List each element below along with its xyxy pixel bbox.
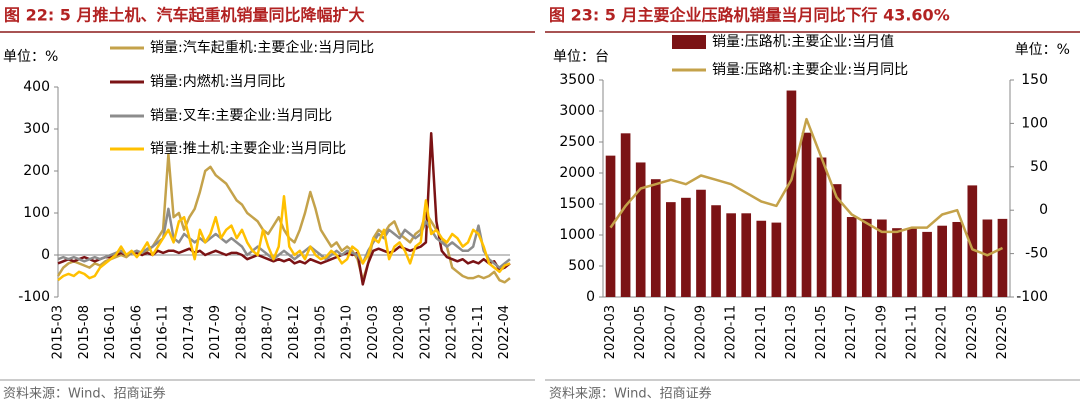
bar (726, 213, 736, 297)
y-tick-label: 500 (568, 258, 595, 274)
y-tick-label: 1500 (559, 196, 595, 212)
y2-tick-label: 150 (1021, 72, 1048, 88)
legend-swatch (672, 35, 706, 49)
bar (696, 189, 706, 297)
x-tick-label: 2020-08 (392, 305, 407, 359)
y2-tick-label: 50 (1030, 159, 1048, 175)
x-tick-label: 2015-08 (77, 305, 92, 359)
unit-label: 单位：台 (553, 49, 609, 65)
chart-title: 图 22: 5 月推土机、汽车起重机销量同比降幅扩大 (4, 6, 365, 25)
legend-label: 销量:压路机:主要企业:当月值 (712, 33, 894, 50)
series-line (57, 194, 511, 282)
legend-label: 销量:推土机:主要企业:当月同比 (150, 140, 346, 157)
x-tick-label: 2018-12 (287, 305, 302, 359)
bar (666, 202, 676, 297)
bar (681, 197, 691, 297)
y-tick-label: 400 (23, 79, 50, 95)
bar (982, 219, 993, 297)
bar (620, 133, 631, 297)
y2-tick-label: -100 (1016, 289, 1048, 305)
y-tick-label: 200 (23, 163, 50, 179)
y-tick-label: 100 (23, 205, 50, 221)
bar (907, 228, 917, 297)
legend-label: 销量:内燃机:当月同比 (150, 73, 285, 90)
y-tick-label: 0 (41, 247, 50, 263)
x-tick-label: 2018-02 (234, 305, 249, 359)
x-tick-label: 2016-01 (103, 305, 118, 359)
bar (937, 225, 947, 297)
x-tick-label: 2021-01 (418, 305, 433, 359)
x-tick-label: 2020-03 (603, 305, 618, 359)
bar (952, 221, 963, 297)
x-tick-label: 2020-11 (724, 305, 739, 359)
x-tick-label: 2019-05 (313, 305, 328, 359)
bar (650, 179, 661, 297)
bar (756, 220, 767, 297)
y2-tick-label: 0 (1039, 202, 1048, 218)
y-tick-label: -100 (18, 289, 50, 305)
chart-title: 图 23: 5 月主要企业压路机销量当月同比下行 43.60% (549, 6, 950, 25)
bar (711, 205, 721, 297)
y-tick-label: 2500 (559, 134, 595, 150)
x-tick-label: 2021-01 (754, 305, 769, 359)
x-tick-label: 2021-03 (784, 305, 799, 359)
x-tick-label: 2021-05 (814, 305, 829, 359)
x-tick-label: 2015-03 (51, 305, 66, 359)
x-tick-label: 2019-10 (340, 305, 355, 359)
x-tick-label: 2022-05 (995, 305, 1010, 359)
y-tick-label: 3000 (559, 103, 595, 119)
bar (741, 213, 752, 297)
x-tick-label: 2021-11 (905, 305, 920, 359)
x-tick-label: 2020-07 (663, 305, 678, 359)
x-tick-label: 2022-04 (497, 305, 512, 359)
legend-label: 销量:汽车起重机:主要企业:当月同比 (150, 39, 374, 56)
bar (801, 132, 812, 297)
y2-tick-label: 100 (1021, 115, 1048, 131)
bar (967, 185, 978, 297)
x-tick-label: 2022-03 (965, 305, 980, 359)
unit-label: 单位：% (3, 49, 58, 65)
bar (831, 184, 842, 297)
x-tick-label: 2020-09 (693, 305, 708, 359)
bar (861, 218, 872, 297)
source: 资料来源：Wind、招商证券 (3, 386, 166, 402)
x-tick-label: 2020-05 (633, 305, 648, 359)
x-tick-label: 2016-11 (156, 305, 171, 359)
y2-tick-label: -50 (1025, 246, 1048, 262)
y-tick-label: 300 (23, 121, 50, 137)
x-tick-label: 2022-01 (935, 305, 950, 359)
legend-label: 销量:叉车:主要企业:当月同比 (150, 107, 332, 124)
x-tick-label: 2018-07 (261, 305, 276, 359)
x-tick-label: 2021-11 (471, 305, 486, 359)
bar (922, 231, 932, 297)
source: 资料来源：Wind、招商证券 (549, 386, 712, 402)
bar (816, 157, 827, 297)
y-tick-label: 0 (586, 289, 595, 305)
series-line (609, 117, 1004, 257)
unit-label: 单位：% (1015, 42, 1070, 58)
y-tick-label: 2000 (559, 165, 595, 181)
bar (786, 90, 797, 297)
x-tick-label: 2017-04 (182, 305, 197, 359)
x-tick-label: 2020-03 (366, 305, 381, 359)
bar (877, 219, 887, 297)
y-tick-label: 3500 (559, 72, 595, 88)
bar (997, 218, 1008, 297)
x-tick-label: 2017-09 (208, 305, 223, 359)
bar (846, 217, 857, 297)
x-tick-label: 2021-06 (445, 305, 460, 359)
bar (892, 228, 902, 297)
x-tick-label: 2021-09 (874, 305, 889, 359)
x-tick-label: 2021-07 (844, 305, 859, 359)
bar (771, 222, 782, 297)
legend-label: 销量:压路机:主要企业:当月同比 (712, 61, 908, 78)
y-tick-label: 1000 (559, 227, 595, 243)
bar (635, 162, 646, 297)
x-tick-label: 2016-06 (129, 305, 144, 359)
